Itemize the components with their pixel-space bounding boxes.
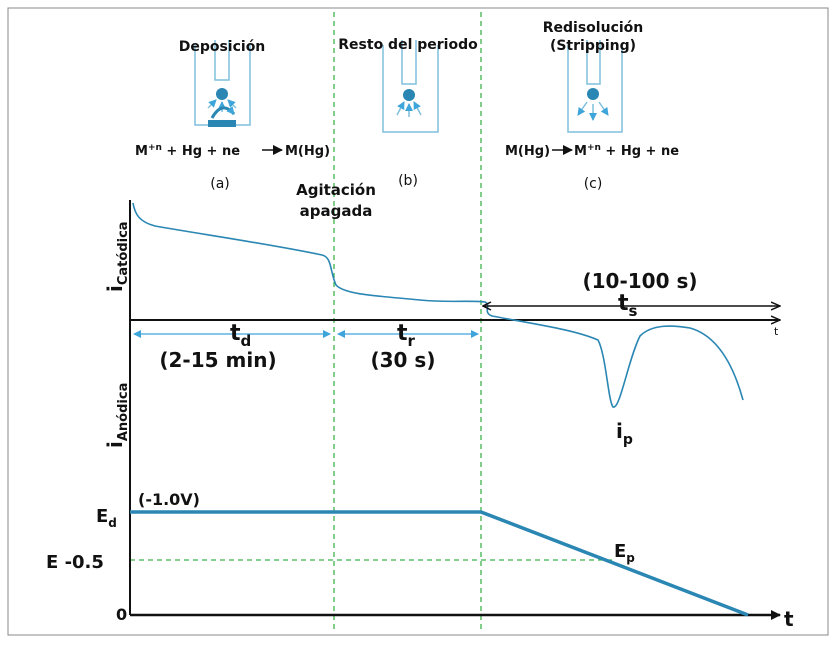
annotation: (-1.0V)	[138, 490, 200, 509]
duration-symbol: tr	[397, 321, 416, 350]
cell-stripping	[567, 40, 623, 133]
annotation: Agitación	[296, 181, 376, 199]
annotation: apagada	[300, 202, 373, 220]
peak-label: Ep	[614, 541, 635, 565]
peak-label: ip	[616, 419, 633, 448]
panel-label: (a)	[210, 176, 230, 192]
phase-title: (Stripping)	[550, 38, 636, 54]
panel-label: (c)	[584, 176, 603, 192]
axis-label: t	[784, 607, 794, 631]
equation: M+n + Hg + ne	[574, 143, 679, 159]
y-label: iCatódica	[103, 221, 131, 292]
equation: M+n + Hg + ne	[135, 143, 240, 159]
cell-deposition	[194, 40, 251, 127]
phase-title: Resto del periodo	[338, 37, 478, 53]
panel-label: (b)	[398, 173, 418, 189]
phase-title: Redisolución	[543, 20, 644, 36]
duration-label: (10-100 s)	[582, 269, 697, 293]
current-curve	[132, 202, 744, 408]
y-label: iAnódica	[103, 383, 131, 448]
equation: M(Hg)	[285, 144, 330, 159]
axis-label: E -0.5	[46, 552, 104, 573]
frame	[7, 7, 829, 636]
phase-title: Deposición	[179, 39, 266, 55]
axis-label: Ed	[96, 506, 117, 530]
duration-symbol: td	[230, 321, 251, 350]
cell-rest	[382, 40, 439, 133]
duration-symbol: ts	[618, 291, 638, 320]
duration-label: (30 s)	[371, 348, 436, 372]
potential-curve	[130, 510, 749, 617]
duration-label: (2-15 min)	[159, 348, 276, 372]
axis-label: t	[774, 325, 779, 338]
axis-label: 0	[116, 605, 127, 624]
equation: M(Hg)	[505, 144, 550, 159]
